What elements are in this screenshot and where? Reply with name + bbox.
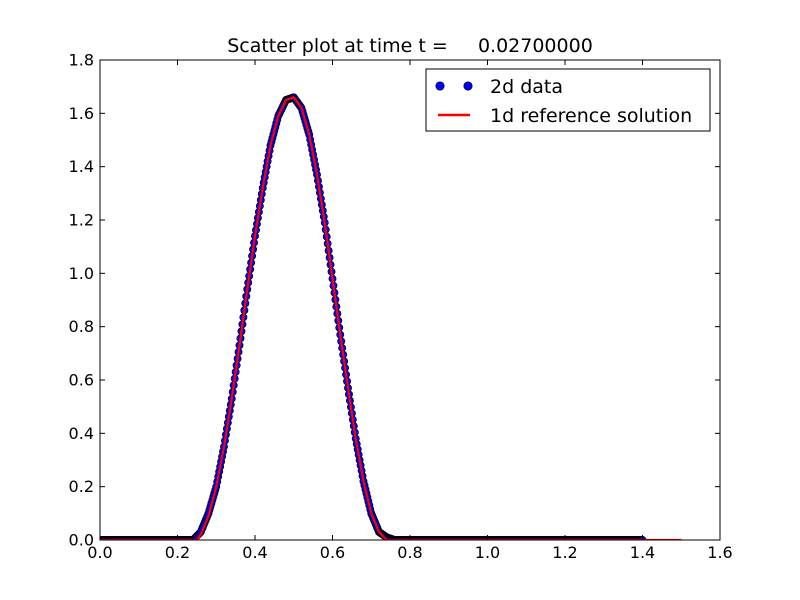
x-tick-label: 1.6 xyxy=(707,543,732,562)
y-tick-label: 1.0 xyxy=(69,264,94,283)
x-tick-label: 1.4 xyxy=(630,543,655,562)
plot-content xyxy=(100,93,682,540)
axes: 0.0 0.2 0.4 0.6 0.8 1.0 1.2 1.4 1.6 0.0 0.2 0.4 0.6 0… xyxy=(69,51,733,563)
x-tick-label: 1.0 xyxy=(475,543,500,562)
y-tick-label: 0.8 xyxy=(69,317,94,336)
y-tick-label: 0.6 xyxy=(69,371,94,390)
y-tick-label: 1.6 xyxy=(69,104,94,123)
legend-label: 2d data xyxy=(490,76,563,98)
y-tick-label: 0.0 xyxy=(69,531,94,550)
y-tick-label: 1.2 xyxy=(69,211,94,230)
x-tick-label: 0.6 xyxy=(320,543,345,562)
y-tick-label: 1.4 xyxy=(69,157,94,176)
legend-label: 1d reference solution xyxy=(490,105,692,127)
reference-line xyxy=(100,96,682,540)
legend-marker-dot xyxy=(463,81,473,91)
plot-area xyxy=(100,93,682,540)
chart-title: Scatter plot at time t = 0.02700000 xyxy=(227,35,593,57)
x-tick-label: 0.4 xyxy=(242,543,267,562)
y-tick-label: 0.2 xyxy=(69,477,94,496)
legend-box xyxy=(425,68,711,132)
x-tick-label: 0.2 xyxy=(165,543,190,562)
legend: 2d data 1d reference solution xyxy=(425,68,711,132)
y-tick-label: 1.8 xyxy=(69,51,94,70)
legend-marker-dot xyxy=(435,81,445,91)
y-tick-label: 0.4 xyxy=(69,424,94,443)
x-tick-label: 0.0 xyxy=(87,543,112,562)
x-tick-label: 1.2 xyxy=(552,543,577,562)
x-tick-label: 0.8 xyxy=(397,543,422,562)
